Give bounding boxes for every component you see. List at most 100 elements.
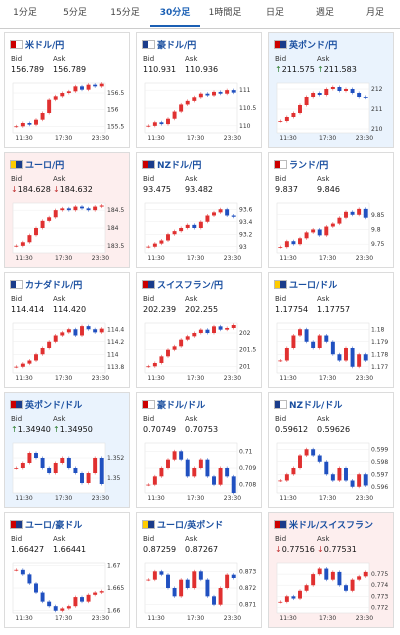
rate-card[interactable]: ランド/円 Bid Ask 9.837 9.846 9.85 9.8 9.75 11:30 17:… bbox=[268, 152, 394, 268]
pair-name[interactable]: ユーロ/ドル bbox=[289, 281, 338, 291]
candle bbox=[212, 596, 216, 605]
x-tick-label: 23:30 bbox=[224, 255, 241, 262]
pair-name[interactable]: 豪ドル/円 bbox=[157, 41, 197, 51]
mini-chart: 156.5 156 155.5 11:30 17:30 23:30 bbox=[12, 82, 124, 142]
flag-icon bbox=[10, 400, 23, 409]
flag-icon bbox=[142, 40, 155, 49]
y-tick-label: 1.35 bbox=[107, 475, 121, 482]
candle bbox=[86, 326, 91, 330]
plot-area bbox=[276, 82, 370, 134]
pair-name[interactable]: ユーロ/豪ドル bbox=[25, 521, 83, 531]
tab[interactable]: 日足 bbox=[265, 8, 284, 18]
trend-arrow: ↓ bbox=[11, 185, 18, 194]
ask-label: Ask bbox=[53, 295, 66, 303]
rate-card[interactable]: 豪ドル/円 Bid Ask 110.931 110.936 111 110.5 110 11:3… bbox=[136, 32, 262, 148]
pair-name[interactable]: NZドル/円 bbox=[157, 161, 202, 171]
rate-card[interactable]: 英ポンド/円 Bid Ask ↑211.575 ↑211.583 212 211 210 11:… bbox=[268, 32, 394, 148]
tab[interactable]: 1時間足 bbox=[208, 8, 242, 18]
tab[interactable]: 週足 bbox=[315, 8, 334, 18]
y-tick-label: 156.5 bbox=[107, 90, 124, 97]
candle bbox=[198, 93, 203, 98]
candle bbox=[66, 458, 71, 468]
x-tick-label: 23:30 bbox=[356, 615, 373, 622]
candle bbox=[357, 208, 362, 215]
bid-value: 156.789 bbox=[11, 65, 44, 74]
pair-name[interactable]: ユーロ/円 bbox=[25, 161, 65, 171]
candle bbox=[192, 468, 197, 477]
rate-card[interactable]: ユーロ/英ポンド Bid Ask 0.87259 0.87267 0.873 0.872 0.… bbox=[136, 512, 262, 628]
ask-value: 1.66441 bbox=[53, 545, 86, 554]
chart-box: 0.775 0.774 0.773 0.772 11:30 17:30 23:30 bbox=[271, 559, 391, 629]
bid-number: 1.34940 bbox=[17, 425, 51, 434]
trend-arrow: ↑ bbox=[11, 425, 18, 434]
pair-name[interactable]: 米ドル/スイスフラン bbox=[289, 521, 374, 531]
pair-name[interactable]: カナダドル/円 bbox=[25, 281, 83, 291]
candle bbox=[20, 569, 25, 575]
y-tick-label: 9.85 bbox=[371, 212, 385, 219]
x-tick-label: 17:30 bbox=[55, 135, 72, 142]
rate-card[interactable]: 豪ドル/ドル Bid Ask 0.70749 0.70753 0.71 0.709 0.708… bbox=[136, 392, 262, 508]
pair-name[interactable]: 英ポンド/ドル bbox=[25, 401, 83, 411]
tab[interactable]: 15分足 bbox=[110, 8, 140, 18]
candle bbox=[231, 325, 236, 328]
tab[interactable]: 5分足 bbox=[63, 8, 87, 18]
rate-card[interactable]: NZドル/ドル Bid Ask 0.59612 0.59626 0.599 0.598 0.5… bbox=[268, 392, 394, 508]
candle bbox=[34, 453, 38, 458]
candle bbox=[205, 579, 210, 597]
candle bbox=[99, 205, 104, 207]
candle bbox=[146, 125, 151, 127]
x-tick-label: 11:30 bbox=[147, 615, 164, 622]
ask-value: 0.87267 bbox=[185, 545, 218, 554]
bid-number: 114.414 bbox=[11, 305, 45, 314]
x-tick-label: 11:30 bbox=[279, 255, 296, 262]
tab[interactable]: 30分足 bbox=[150, 0, 200, 27]
candle bbox=[324, 461, 329, 475]
candle bbox=[317, 93, 322, 95]
ask-number: 110.936 bbox=[185, 65, 219, 74]
rate-card[interactable]: カナダドル/円 Bid Ask 114.414 114.420 114.4 114.2 114… bbox=[4, 272, 130, 388]
candle bbox=[218, 326, 223, 330]
y-tick-label: 0.708 bbox=[239, 482, 256, 489]
candle bbox=[291, 335, 296, 348]
pair-name[interactable]: 豪ドル/ドル bbox=[157, 401, 206, 411]
candle bbox=[66, 606, 71, 609]
rate-card[interactable]: NZドル/円 Bid Ask 93.475 93.482 93.6 93.4 93.2 93 11… bbox=[136, 152, 262, 268]
y-tick-label: 93.2 bbox=[239, 231, 253, 238]
pair-name[interactable]: NZドル/ドル bbox=[289, 401, 343, 411]
pair-name[interactable]: ユーロ/英ポンド bbox=[157, 521, 224, 531]
x-tick-label: 23:30 bbox=[224, 495, 241, 502]
x-tick-label: 23:30 bbox=[224, 135, 241, 142]
pair-name[interactable]: 米ドル/円 bbox=[25, 41, 65, 51]
tab[interactable]: 月足 bbox=[365, 8, 384, 18]
rate-card[interactable]: ユーロ/円 Bid Ask ↓184.628 ↓184.632 184.5 184 183.5… bbox=[4, 152, 130, 268]
pair-name[interactable]: スイスフラン/円 bbox=[157, 281, 224, 291]
rate-card[interactable]: スイスフラン/円 Bid Ask 202.239 202.255 202 201.5 201 1… bbox=[136, 272, 262, 388]
candle bbox=[40, 458, 45, 468]
candle bbox=[172, 231, 177, 235]
candle bbox=[324, 226, 329, 236]
pair-name[interactable]: ランド/円 bbox=[289, 161, 329, 171]
candle bbox=[179, 104, 184, 112]
bid-label: Bid bbox=[11, 175, 23, 183]
rate-card[interactable]: ユーロ/ドル Bid Ask 1.17754 1.17757 1.18 1.179 1.178… bbox=[268, 272, 394, 388]
x-tick-label: 23:30 bbox=[92, 255, 109, 262]
rate-card[interactable]: 米ドル/スイスフラン Bid Ask ↓0.77516 ↓0.77531 0.775 0.7… bbox=[268, 512, 394, 628]
rate-card[interactable]: ユーロ/豪ドル Bid Ask 1.66427 1.66441 1.67 1.665 1.66… bbox=[4, 512, 130, 628]
x-tick-label: 17:30 bbox=[187, 135, 204, 142]
y-tick-label: 1.177 bbox=[371, 364, 388, 371]
plot-area bbox=[276, 322, 370, 374]
candle bbox=[298, 455, 302, 468]
candle bbox=[225, 468, 230, 477]
x-tick-label: 11:30 bbox=[15, 615, 32, 622]
candle bbox=[291, 241, 296, 245]
candle bbox=[73, 597, 78, 607]
candle bbox=[40, 348, 45, 355]
rate-card[interactable]: 英ポンド/ドル Bid Ask ↑1.34940 ↑1.34950 1.352 1.35 11… bbox=[4, 392, 130, 508]
candle bbox=[231, 574, 236, 578]
rate-card[interactable]: 米ドル/円 Bid Ask 156.789 156.789 156.5 156 155.5 11… bbox=[4, 32, 130, 148]
candle bbox=[20, 363, 25, 367]
pair-name[interactable]: 英ポンド/円 bbox=[289, 41, 338, 51]
candle bbox=[185, 459, 190, 477]
mini-chart: 1.18 1.179 1.178 1.177 11:30 17:30 23:30 bbox=[276, 322, 388, 382]
tab[interactable]: 1分足 bbox=[13, 8, 37, 18]
